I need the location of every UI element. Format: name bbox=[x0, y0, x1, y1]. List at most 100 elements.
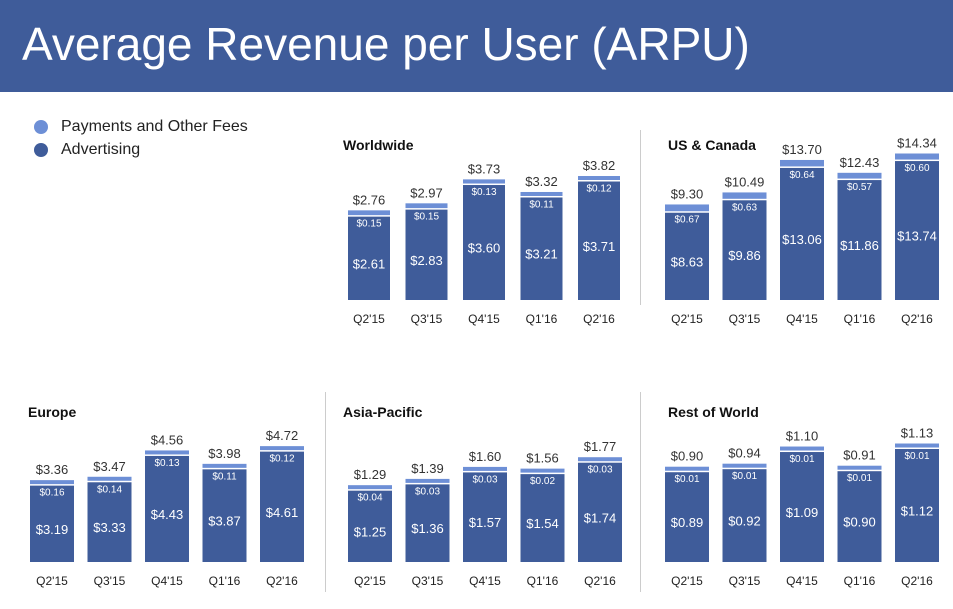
label-total: $1.10 bbox=[786, 429, 819, 444]
label-advertising: $3.60 bbox=[468, 241, 501, 256]
label-total: $10.49 bbox=[725, 174, 765, 189]
bar-payments bbox=[722, 192, 767, 199]
label-advertising: $0.90 bbox=[843, 515, 876, 530]
label-advertising: $2.61 bbox=[353, 256, 386, 271]
label-payments: $0.15 bbox=[414, 212, 439, 223]
label-payments: $0.12 bbox=[269, 454, 294, 465]
label-payments: $0.63 bbox=[732, 202, 757, 213]
legend-label-advertising: Advertising bbox=[61, 140, 141, 158]
tick-label: Q1'16 bbox=[209, 574, 241, 588]
bar-payments bbox=[520, 191, 563, 196]
tick-label: Q3'15 bbox=[411, 312, 443, 326]
bar-payments bbox=[520, 468, 565, 473]
bar-advertising bbox=[405, 209, 448, 300]
bar-advertising bbox=[722, 469, 767, 562]
label-advertising: $4.61 bbox=[266, 505, 299, 520]
bar-advertising bbox=[895, 449, 939, 562]
bar-advertising bbox=[895, 161, 939, 300]
chart-title-europe: Europe bbox=[28, 404, 76, 420]
tick-label: Q2'15 bbox=[671, 574, 703, 588]
tick-label: Q4'15 bbox=[786, 312, 818, 326]
bar-payments bbox=[895, 153, 939, 160]
label-total: $3.47 bbox=[93, 459, 126, 474]
bar-payments bbox=[895, 443, 939, 448]
bar-advertising bbox=[780, 167, 824, 300]
bar-payments bbox=[578, 176, 620, 181]
label-payments: $0.01 bbox=[904, 451, 929, 462]
bar-advertising bbox=[578, 462, 622, 562]
bar-payments bbox=[348, 485, 392, 490]
legend: Payments and Other Fees Advertising bbox=[34, 115, 248, 161]
bar-advertising bbox=[348, 490, 392, 562]
label-total: $1.77 bbox=[584, 439, 617, 454]
bar-payments bbox=[780, 446, 824, 451]
bar-advertising bbox=[837, 180, 882, 300]
label-advertising: $1.57 bbox=[469, 515, 502, 530]
label-advertising: $8.63 bbox=[671, 254, 704, 269]
bar-advertising bbox=[145, 455, 189, 562]
label-advertising: $1.25 bbox=[354, 524, 387, 539]
bar-advertising bbox=[722, 200, 767, 300]
label-advertising: $13.06 bbox=[782, 232, 822, 247]
bar-advertising bbox=[87, 482, 132, 562]
label-payments: $0.64 bbox=[789, 170, 814, 181]
bar-payments bbox=[202, 463, 247, 468]
divider-bottom-1 bbox=[325, 392, 326, 592]
chart-us-canada: US & Canada $8.63 $0.67 $9.30 Q2'15 $9.86 $0.6… bbox=[665, 136, 939, 326]
label-payments: $0.15 bbox=[356, 219, 381, 230]
label-advertising: $1.09 bbox=[786, 505, 819, 520]
page-title: Average Revenue per User (ARPU) bbox=[22, 18, 750, 70]
chart-rest-of-world: Rest of World $0.89 $0.01 $0.90 Q2'15 $0.92 $0… bbox=[665, 404, 939, 588]
chart-europe: Europe $3.19 $0.16 $3.36 Q2'15 $3.33 $0.14 $3.4… bbox=[28, 404, 304, 588]
tick-label: Q4'15 bbox=[469, 574, 501, 588]
legend-label-payments: Payments and Other Fees bbox=[61, 117, 248, 135]
label-payments: $0.01 bbox=[732, 471, 757, 482]
label-total: $0.94 bbox=[728, 446, 761, 461]
label-total: $4.56 bbox=[151, 432, 184, 447]
bar-payments bbox=[665, 466, 709, 471]
label-advertising: $1.36 bbox=[411, 521, 444, 536]
legend-item-advertising: Advertising bbox=[34, 138, 248, 161]
tick-label: Q4'15 bbox=[151, 574, 183, 588]
label-advertising: $1.54 bbox=[526, 516, 559, 531]
label-advertising: $4.43 bbox=[151, 507, 184, 522]
label-advertising: $2.83 bbox=[410, 253, 443, 268]
label-payments: $0.03 bbox=[472, 474, 497, 485]
label-payments: $0.03 bbox=[587, 465, 612, 476]
label-total: $13.70 bbox=[782, 142, 822, 157]
label-total: $4.72 bbox=[266, 428, 299, 443]
tick-label: Q2'15 bbox=[353, 312, 385, 326]
bar-payments bbox=[578, 457, 622, 462]
label-payments: $0.11 bbox=[529, 199, 554, 210]
bar-advertising bbox=[837, 471, 882, 562]
divider-bottom-2 bbox=[640, 392, 641, 592]
chart-worldwide: Worldwide $2.61 $0.15 $2.76 Q2'15 $2.83 $0.15 $… bbox=[343, 137, 620, 326]
bar-advertising bbox=[665, 212, 709, 300]
legend-item-payments: Payments and Other Fees bbox=[34, 115, 248, 138]
label-advertising: $11.86 bbox=[840, 238, 879, 253]
chart-title-rest-of-world: Rest of World bbox=[668, 404, 759, 420]
bar-advertising bbox=[405, 484, 450, 562]
label-total: $1.29 bbox=[354, 467, 387, 482]
bar-payments bbox=[463, 466, 507, 471]
title-band: Average Revenue per User (ARPU) bbox=[0, 0, 953, 92]
label-advertising: $1.12 bbox=[901, 504, 934, 519]
label-total: $9.30 bbox=[671, 186, 704, 201]
label-total: $1.56 bbox=[526, 451, 559, 466]
chart-asia-pacific: Asia-Pacific $1.25 $0.04 $1.29 Q2'15 $1.36 $0.… bbox=[343, 404, 622, 588]
bar-payments bbox=[145, 450, 189, 455]
tick-label: Q3'15 bbox=[412, 574, 444, 588]
label-total: $1.39 bbox=[411, 461, 444, 476]
label-payments: $0.03 bbox=[415, 486, 440, 497]
advertising-swatch-icon bbox=[34, 142, 48, 157]
label-payments: $0.02 bbox=[530, 476, 555, 487]
label-payments: $0.13 bbox=[471, 187, 496, 198]
label-total: $3.98 bbox=[208, 446, 241, 461]
chart-title-asia-pacific: Asia-Pacific bbox=[343, 404, 423, 420]
bar-advertising bbox=[578, 181, 620, 300]
tick-label: Q3'15 bbox=[729, 574, 761, 588]
label-payments: $0.01 bbox=[789, 454, 814, 465]
label-advertising: $3.71 bbox=[583, 239, 616, 254]
label-total: $3.36 bbox=[36, 462, 69, 477]
